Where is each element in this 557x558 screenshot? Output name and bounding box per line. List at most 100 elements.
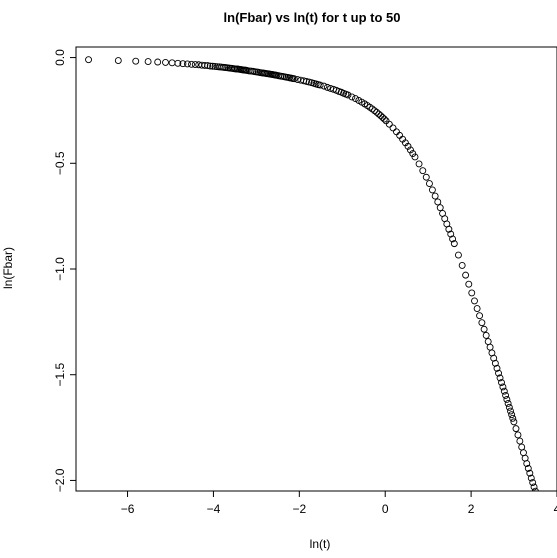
data-point bbox=[502, 391, 510, 399]
data-point bbox=[168, 59, 176, 67]
data-point bbox=[542, 518, 548, 524]
data-point bbox=[419, 167, 427, 175]
data-point bbox=[500, 387, 508, 395]
data-point bbox=[447, 230, 455, 238]
data-point bbox=[179, 60, 187, 68]
data-point bbox=[209, 62, 217, 70]
data-point bbox=[496, 374, 504, 382]
data-point bbox=[509, 414, 517, 422]
data-point bbox=[535, 496, 541, 502]
data-point bbox=[490, 354, 498, 362]
data-point bbox=[462, 271, 470, 279]
data-point bbox=[495, 369, 502, 377]
data-point bbox=[476, 312, 484, 320]
data-point bbox=[154, 58, 162, 66]
chart-title: ln(Fbar) vs ln(t) for t up to 50 bbox=[224, 10, 401, 25]
data-point bbox=[548, 537, 554, 543]
y-tick-label: −0.5 bbox=[53, 151, 67, 175]
data-point bbox=[538, 508, 544, 514]
data-point bbox=[380, 115, 388, 123]
data-point bbox=[320, 82, 328, 90]
data-point bbox=[382, 117, 390, 125]
data-point bbox=[498, 379, 505, 386]
y-tick-label: 0.0 bbox=[53, 49, 67, 66]
data-point bbox=[512, 425, 520, 433]
data-point bbox=[303, 78, 310, 85]
data-point bbox=[454, 251, 462, 259]
data-point bbox=[514, 431, 522, 439]
data-point bbox=[85, 56, 92, 64]
data-point bbox=[537, 504, 543, 510]
data-point bbox=[407, 146, 414, 154]
data-point bbox=[549, 543, 555, 549]
x-tick-label: 2 bbox=[468, 502, 475, 516]
data-point bbox=[527, 474, 535, 482]
x-tick-label: −2 bbox=[292, 502, 306, 516]
data-point bbox=[428, 186, 436, 194]
data-point bbox=[436, 204, 444, 212]
data-point bbox=[507, 407, 514, 415]
data-point bbox=[518, 443, 526, 451]
data-point bbox=[385, 120, 393, 128]
data-point bbox=[373, 108, 381, 116]
data-point bbox=[188, 60, 195, 68]
data-point bbox=[379, 113, 387, 121]
data-point bbox=[191, 61, 199, 68]
data-point bbox=[132, 57, 140, 65]
data-point bbox=[404, 142, 412, 150]
y-tick-label: −1.5 bbox=[53, 363, 67, 387]
x-tick-label: −4 bbox=[207, 502, 221, 516]
data-point bbox=[524, 464, 532, 472]
y-axis: 0.0 −0.5 −1.0 −1.5 −2.0 bbox=[53, 49, 76, 492]
data-point bbox=[434, 198, 442, 206]
data-point bbox=[504, 400, 512, 407]
data-point bbox=[114, 57, 122, 64]
data-point bbox=[162, 58, 169, 66]
data-point bbox=[174, 59, 182, 67]
data-point bbox=[484, 338, 492, 345]
data-point bbox=[144, 58, 152, 66]
data-point bbox=[201, 61, 209, 69]
data-point bbox=[523, 460, 531, 467]
data-point bbox=[368, 105, 376, 113]
data-point bbox=[468, 289, 476, 297]
x-tick-label: 4 bbox=[554, 502, 557, 516]
data-point bbox=[499, 383, 507, 391]
data-point bbox=[493, 364, 501, 372]
x-axis: −6 −4 −2 0 2 4 bbox=[121, 491, 557, 516]
data-point bbox=[316, 81, 324, 89]
plot-frame bbox=[75, 46, 557, 492]
data-point bbox=[371, 107, 379, 115]
data-point bbox=[458, 261, 466, 269]
data-point bbox=[425, 180, 433, 188]
data-point bbox=[531, 487, 539, 491]
data-point bbox=[445, 225, 453, 233]
data-point bbox=[206, 62, 214, 70]
data-point bbox=[471, 297, 478, 305]
data-point bbox=[545, 528, 551, 534]
data-point bbox=[503, 396, 511, 403]
data-points bbox=[85, 56, 555, 549]
x-axis-label: ln(t) bbox=[310, 537, 331, 551]
data-point bbox=[393, 128, 400, 136]
x-tick-label: −6 bbox=[121, 502, 135, 516]
y-tick-label: −2.0 bbox=[53, 468, 67, 492]
data-point bbox=[529, 479, 537, 486]
data-point bbox=[540, 511, 546, 517]
data-point bbox=[389, 124, 397, 132]
data-point bbox=[431, 192, 439, 200]
data-point bbox=[536, 500, 542, 506]
data-point bbox=[352, 95, 359, 103]
data-point bbox=[450, 240, 458, 248]
data-point bbox=[183, 60, 191, 68]
data-point bbox=[409, 150, 417, 158]
data-point bbox=[473, 305, 481, 312]
data-point bbox=[510, 418, 518, 426]
data-point bbox=[411, 153, 419, 161]
data-point bbox=[415, 160, 423, 168]
data-point bbox=[505, 403, 513, 411]
data-point bbox=[344, 91, 352, 99]
data-point bbox=[516, 437, 524, 445]
data-point bbox=[547, 534, 553, 540]
